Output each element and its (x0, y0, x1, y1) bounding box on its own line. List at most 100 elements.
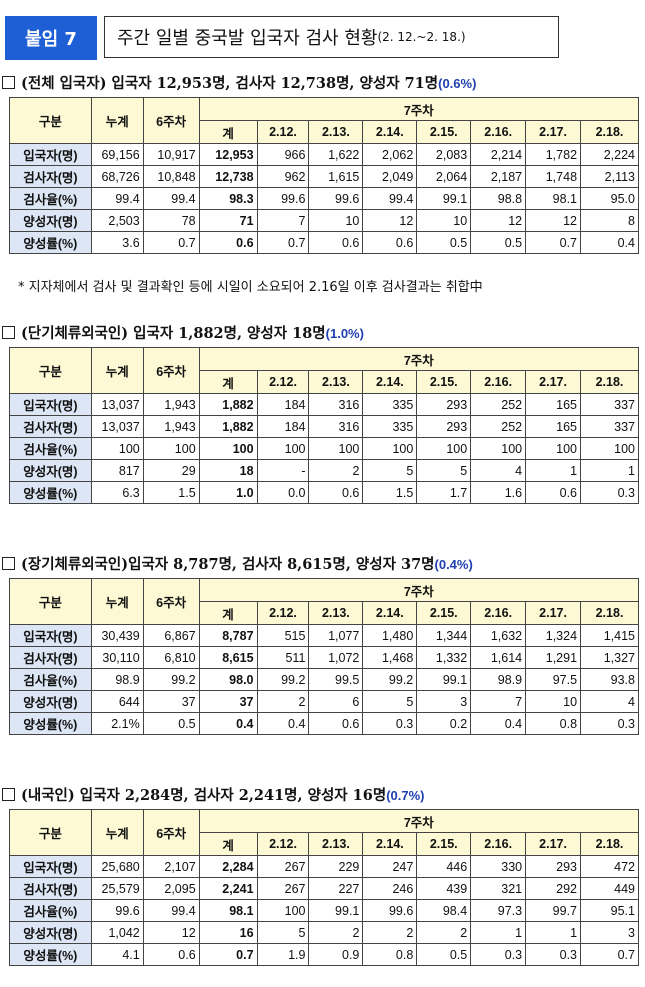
stats-table: 구분 누계 6주차 7주차 계 2.12. 2.13. 2.14. 2.15. 2.16. 2.17… (9, 347, 640, 504)
table-cell: 252 (470, 393, 527, 416)
table-cell: 6.3 (90, 481, 144, 504)
table-cell: 446 (416, 855, 472, 878)
row-label: 검사자(명) (9, 165, 92, 188)
table-cell: 12 (362, 209, 418, 232)
table-cell: 962 (256, 165, 310, 188)
header-week6: 6주차 (142, 578, 200, 625)
table-cell: 316 (308, 393, 364, 416)
header-date: 2.18. (580, 601, 639, 625)
table-cell: 99.6 (308, 187, 364, 210)
table-cell: 37 (198, 690, 258, 713)
table-cell: 100 (308, 437, 364, 460)
table-cell: 0.3 (525, 943, 582, 966)
header-cumulative: 누계 (90, 578, 144, 625)
section-heading-percent: (0.7%) (386, 788, 425, 803)
table-cell: 12 (142, 921, 200, 944)
row-label: 양성자(명) (9, 459, 92, 482)
table-cell: 6,810 (142, 646, 200, 669)
table-cell: 966 (256, 143, 310, 166)
header-total: 계 (198, 832, 258, 856)
table-row: 입국자(명) 25,680 2,107 2,284 267 229 247 446 330 293… (9, 855, 639, 878)
table-cell: 2,107 (142, 855, 200, 878)
table-cell: 0.7 (142, 231, 200, 254)
table-cell: 30,439 (90, 624, 144, 647)
table-cell: 0.7 (525, 231, 582, 254)
table-cell: 1.0 (198, 481, 258, 504)
section-heading-text: (단기체류외국인) 입국자 1,882명, 양성자 18명 (21, 325, 326, 342)
table-row: 양성자(명) 644 37 37 2 6 5 3 7 10 4 (9, 690, 639, 713)
header-date: 2.17. (525, 832, 582, 856)
row-label: 양성률(%) (9, 712, 92, 735)
header-date: 2.15. (416, 601, 472, 625)
table-cell: 99.4 (142, 187, 200, 210)
table-cell: 335 (362, 393, 418, 416)
table-cell: 100 (90, 437, 144, 460)
table-cell: 2,503 (90, 209, 144, 232)
table-cell: 0.6 (142, 943, 200, 966)
table-cell: 12 (525, 209, 582, 232)
table-cell: 511 (256, 646, 310, 669)
section-heading-text: (내국인) 입국자 2,284명, 검사자 2,241명, 양성자 16명 (21, 787, 387, 804)
header-date: 2.12. (256, 832, 310, 856)
table-cell: 1,072 (308, 646, 364, 669)
row-label: 양성률(%) (9, 481, 92, 504)
header-date: 2.18. (580, 120, 639, 144)
row-label: 양성자(명) (9, 921, 92, 944)
header-category: 구분 (9, 347, 92, 394)
table-cell: 1,943 (142, 393, 200, 416)
stats-table: 구분 누계 6주차 7주차 계 2.12. 2.13. 2.14. 2.15. 2.16. 2.17… (9, 97, 640, 254)
table-cell: 99.2 (256, 668, 310, 691)
table-cell: 2 (308, 459, 364, 482)
table-cell: 335 (362, 415, 418, 438)
table-cell: 3.6 (90, 231, 144, 254)
row-label: 입국자(명) (9, 624, 92, 647)
row-label: 검사율(%) (9, 437, 92, 460)
table-cell: 98.8 (470, 187, 527, 210)
table-row: 양성률(%) 2.1% 0.5 0.4 0.4 0.6 0.3 0.2 0.4 0.8 0.3 (9, 712, 639, 735)
table-cell: 293 (525, 855, 582, 878)
table-cell: 293 (416, 415, 472, 438)
table-cell: 3 (580, 921, 639, 944)
table-cell: 1,882 (198, 415, 258, 438)
header-date: 2.16. (470, 370, 527, 394)
table-cell: 0.8 (362, 943, 418, 966)
table-cell: 99.4 (142, 899, 200, 922)
row-label: 검사자(명) (9, 646, 92, 669)
table-cell: 4 (470, 459, 527, 482)
header-cumulative: 누계 (90, 97, 144, 144)
table-cell: 2,113 (580, 165, 639, 188)
table-cell: - (256, 459, 310, 482)
table-cell: 0.6 (308, 231, 364, 254)
table-cell: 10 (525, 690, 582, 713)
row-label: 양성률(%) (9, 231, 92, 254)
header-week6: 6주차 (142, 347, 200, 394)
checkbox-square-icon (2, 788, 15, 801)
table-cell: 1,042 (90, 921, 144, 944)
row-label: 검사율(%) (9, 187, 92, 210)
header-date: 2.16. (470, 832, 527, 856)
table-cell: 99.6 (90, 899, 144, 922)
section-heading-text: (장기체류외국인)입국자 8,787명, 검사자 8,615명, 양성자 37명 (21, 556, 435, 573)
table-cell: 2,284 (198, 855, 258, 878)
section-heading: (전체 입국자) 입국자 12,953명, 검사자 12,738명, 양성자 7… (2, 72, 476, 93)
checkbox-square-icon (2, 557, 15, 570)
table-row: 검사자(명) 68,726 10,848 12,738 962 1,615 2,049 2,0… (9, 165, 639, 188)
table-cell: 99.4 (362, 187, 418, 210)
table-cell: 0.7 (198, 943, 258, 966)
checkbox-square-icon (2, 326, 15, 339)
section-heading-text: (전체 입국자) 입국자 12,953명, 검사자 12,738명, 양성자 7… (21, 75, 439, 92)
table-cell: 5 (416, 459, 472, 482)
table-cell: 1.7 (416, 481, 472, 504)
table-cell: 12,738 (198, 165, 258, 188)
table-cell: 2 (308, 921, 364, 944)
table-cell: 1 (580, 459, 639, 482)
header-week7: 7주차 (198, 97, 640, 121)
table-cell: 99.4 (90, 187, 144, 210)
header-date: 2.16. (470, 601, 527, 625)
table-cell: 229 (308, 855, 364, 878)
table-cell: 6 (308, 690, 364, 713)
table-cell: 30,110 (90, 646, 144, 669)
table-cell: 2,049 (362, 165, 418, 188)
header-date: 2.14. (362, 601, 418, 625)
table-cell: 2,224 (580, 143, 639, 166)
